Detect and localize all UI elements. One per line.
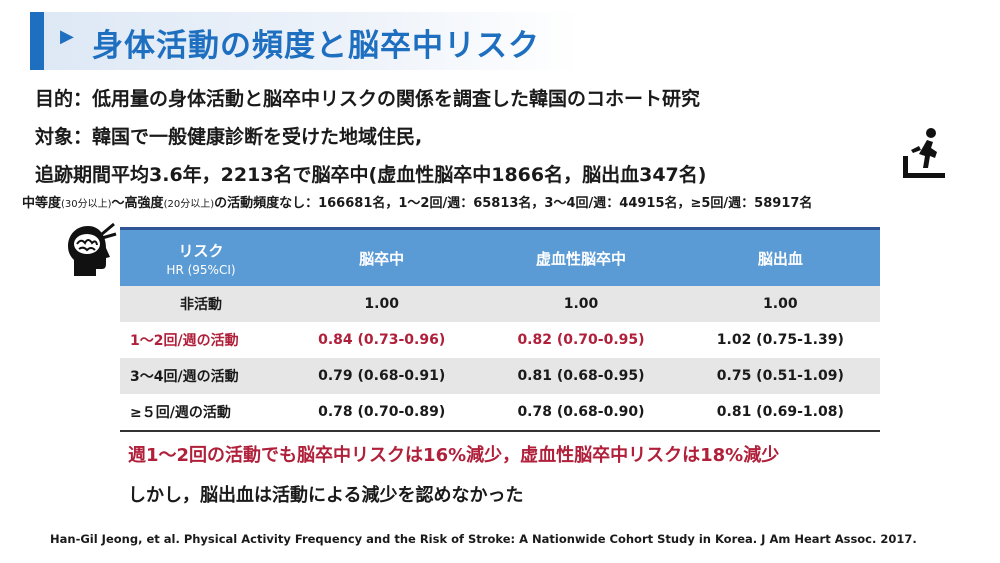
citation: Han-Gil Jeong, et al. Physical Activity … [50, 532, 917, 546]
conclusion-line-1: 週1〜2回の活動でも脳卒中リスクは16%減少，虚血性脳卒中リスクは18%減少 [128, 445, 780, 466]
cell-hemorrhage: 1.00 [680, 286, 880, 322]
row-label: 1〜2回/週の活動 [130, 333, 239, 349]
table-row: 1〜2回/週の活動 0.84 (0.73-0.96) 0.82 (0.70-0.… [120, 322, 880, 358]
page-title: 身体活動の頻度と脳卒中リスク [92, 28, 540, 64]
cell-hemorrhage: 0.81 (0.69-1.08) [680, 394, 880, 432]
header-risk: リスク HR (95%CI) [120, 227, 282, 286]
activity-counts-line: 中等度(30分以上)〜高強度(20分以上)の活動頻度なし：166681名，1〜2… [22, 192, 812, 211]
cell-ischemic: 0.82 (0.70-0.95) [517, 332, 645, 348]
cell-ischemic: 1.00 [481, 286, 681, 322]
purpose-line: 目的：低用量の身体活動と脳卒中リスクの関係を調査した韓国のコホート研究 [35, 88, 701, 110]
cell-stroke: 0.78 (0.70-0.89) [282, 394, 482, 432]
title-accent-bar [30, 12, 44, 70]
header-risk-label: リスク [178, 241, 224, 260]
cell-hemorrhage: 1.02 (0.75-1.39) [716, 332, 844, 348]
table-row: 3〜4回/週の活動 0.79 (0.68-0.91) 0.81 (0.68-0.… [120, 358, 880, 394]
cell-stroke: 1.00 [282, 286, 482, 322]
subjects-line: 対象：韓国で一般健康診断を受けた地域住民, [35, 126, 423, 148]
row-label: 非活動 [120, 286, 282, 322]
cell-stroke: 0.79 (0.68-0.91) [282, 358, 482, 394]
cell-ischemic: 0.81 (0.68-0.95) [481, 358, 681, 394]
activity-moderate-label: 中等度 [22, 196, 62, 211]
cell-ischemic: 0.78 (0.68-0.90) [481, 394, 681, 432]
conclusion-line-2: しかし，脳出血は活動による減少を認めなかった [128, 485, 524, 506]
row-label: ≥５回/週の活動 [120, 394, 282, 432]
table-row: ≥５回/週の活動 0.78 (0.70-0.89) 0.78 (0.68-0.9… [120, 394, 880, 432]
followup-line: 追跡期間平均3.6年，2213名で脳卒中(虚血性脳卒中1866名，脳出血347名… [35, 164, 707, 186]
title-banner [30, 12, 580, 70]
play-arrow-icon: ▶ [60, 26, 74, 47]
treadmill-runner-icon [903, 128, 945, 178]
head-brain-icon [68, 222, 117, 276]
activity-counts-text: の活動頻度なし：166681名，1〜2回/週：65813名，3〜4回/週：449… [214, 196, 813, 211]
activity-high-label: 〜高強度 [111, 196, 164, 211]
header-ischemic-stroke: 虚血性脳卒中 [481, 227, 681, 286]
activity-high-duration: (20分以上) [163, 199, 215, 210]
header-stroke: 脳卒中 [282, 227, 482, 286]
header-risk-unit: HR (95%CI) [166, 262, 236, 277]
activity-moderate-duration: (30分以上) [61, 199, 112, 210]
table-row: 非活動 1.00 1.00 1.00 [120, 286, 880, 322]
cell-hemorrhage: 0.75 (0.51-1.09) [680, 358, 880, 394]
hazard-ratio-table: リスク HR (95%CI) 脳卒中 虚血性脳卒中 脳出血 非活動 1.00 1… [120, 227, 880, 432]
table-header-row: リスク HR (95%CI) 脳卒中 虚血性脳卒中 脳出血 [120, 227, 880, 286]
cell-stroke: 0.84 (0.73-0.96) [318, 332, 446, 348]
header-hemorrhage: 脳出血 [680, 227, 880, 286]
row-label: 3〜4回/週の活動 [120, 358, 282, 394]
